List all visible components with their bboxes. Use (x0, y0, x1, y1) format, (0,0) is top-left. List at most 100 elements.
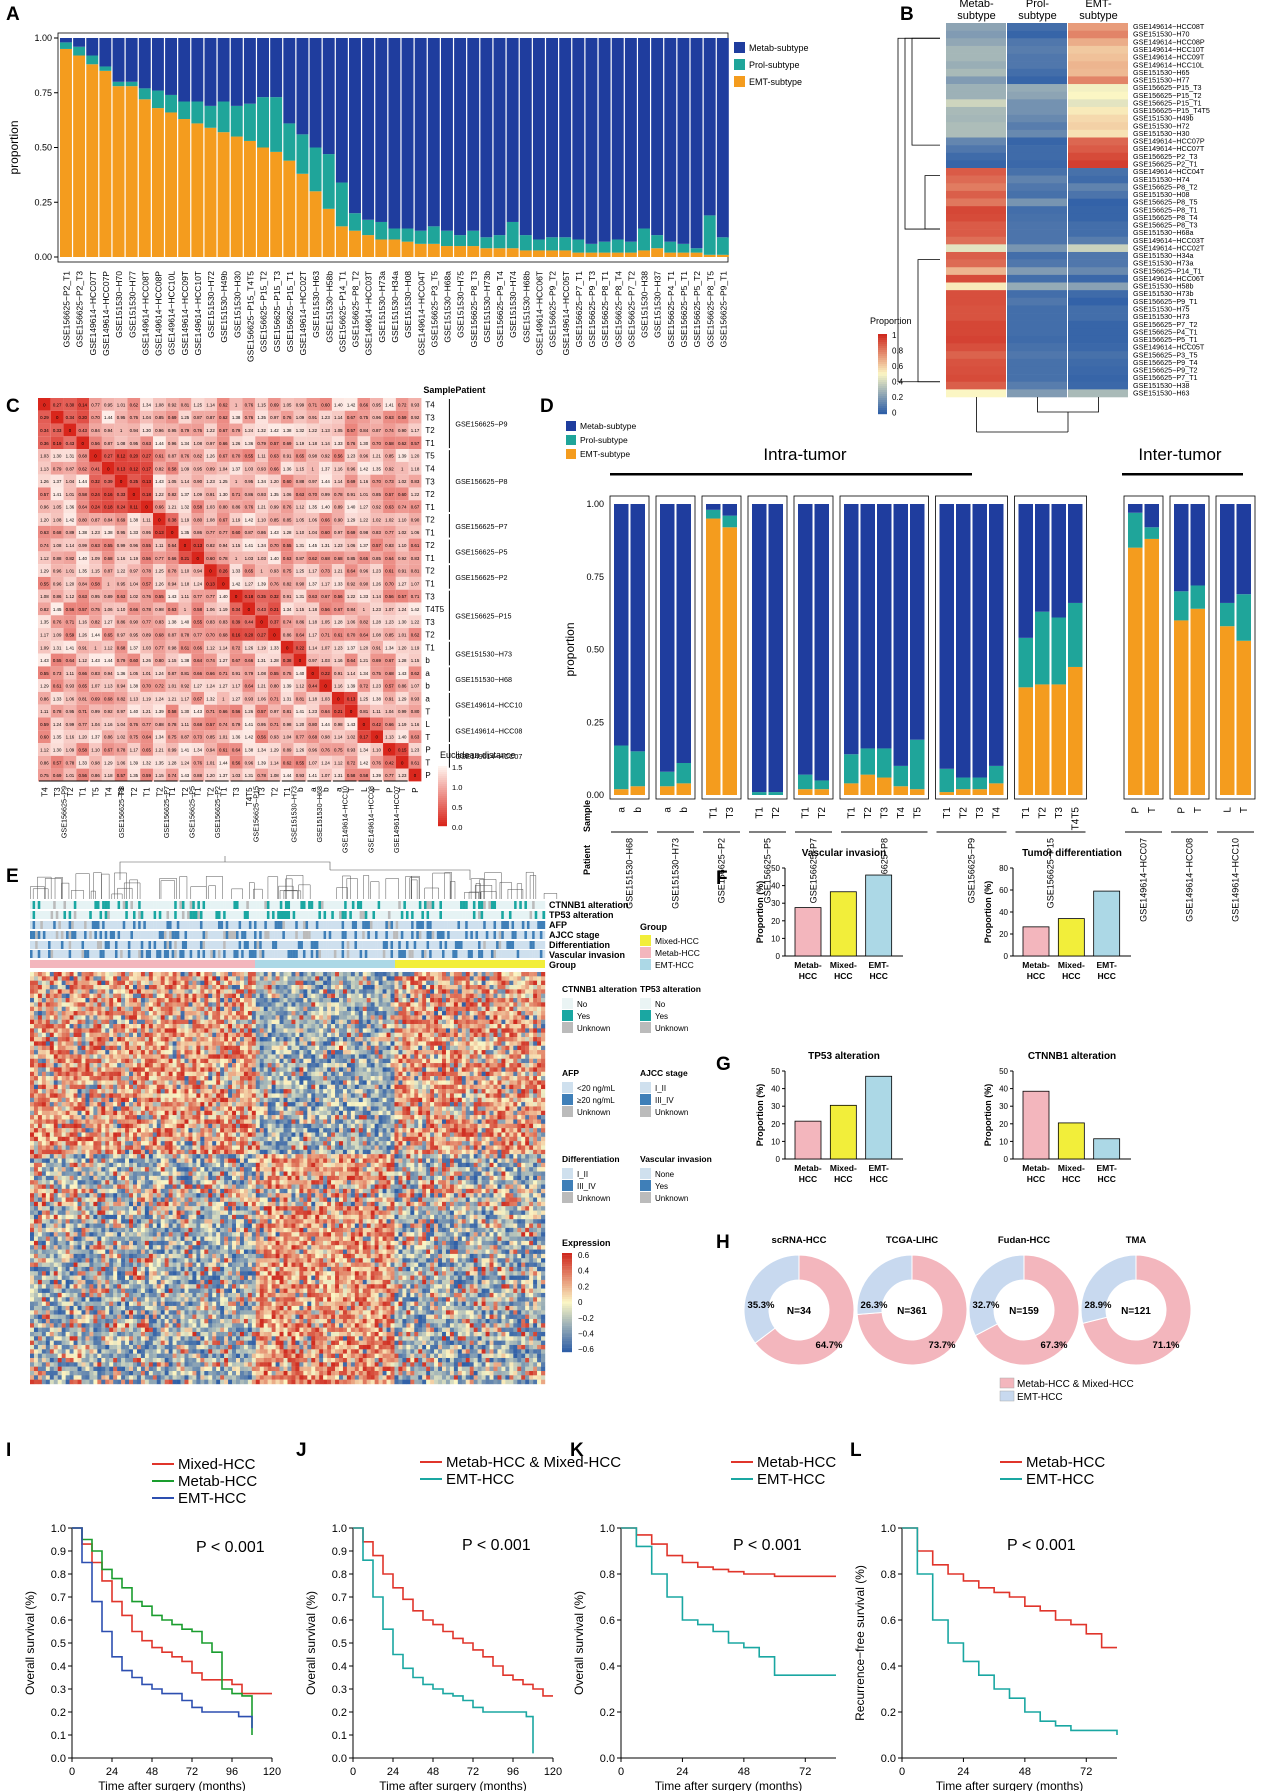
expression-cell-E (144, 1006, 150, 1012)
bar-A-EMT-subtype-10 (191, 123, 204, 257)
annotation-cell-E (45, 911, 49, 919)
heat-value-C: 0.96 (53, 581, 62, 586)
expression-cell-E (113, 985, 118, 990)
annotation-cell-E (264, 941, 268, 949)
expression-cell-E (144, 993, 150, 999)
annotation-cell-E (197, 941, 201, 949)
colorbar-C (438, 778, 447, 781)
expression-cell-E (457, 980, 463, 986)
heat-cell-C (216, 691, 230, 705)
bar-D-prol (676, 762, 691, 784)
heat-cell-C (268, 576, 281, 590)
heat-cell-B (946, 335, 1006, 344)
colorbar-B (878, 384, 887, 387)
heat-cell-C (255, 487, 269, 501)
expression-cell-E (453, 998, 459, 1003)
heat-cell-C (114, 551, 128, 565)
heat-cell-B (1007, 122, 1067, 131)
heat-cell-C (331, 436, 345, 450)
heat-cell-C (101, 691, 115, 705)
heat-cell-C (89, 602, 102, 616)
heat-value-C: 1.03 (321, 658, 330, 663)
heat-cell-C (165, 704, 179, 718)
row-sample-C: T3 (425, 477, 435, 486)
heat-value-C: 0.38 (168, 517, 177, 522)
colorbar-B (878, 408, 887, 411)
expression-cell-E (263, 998, 268, 1003)
heat-value-C: 1.14 (334, 479, 343, 484)
expression-cell-E (61, 1002, 66, 1007)
annotation-cell-E (251, 901, 255, 909)
heat-value-C: 1.04 (385, 709, 394, 714)
heat-value-C: 0.65 (360, 556, 369, 561)
heat-value-C: 1.39 (283, 684, 292, 689)
expression-cell-E (125, 1006, 130, 1012)
expression-cell-E (271, 976, 276, 981)
annotation-cell-E (230, 901, 234, 909)
expression-cell-E (473, 985, 478, 990)
annotation-cell-E (130, 921, 134, 929)
heat-value-C: 1.27 (398, 581, 407, 586)
annotation-cell-E (233, 941, 237, 949)
expression-cell-E (430, 972, 435, 977)
annotation-cell-E (256, 921, 260, 929)
expression-cell-E (311, 1006, 316, 1012)
heat-cell-C (280, 513, 294, 526)
heat-cell-C (127, 525, 141, 539)
expression-cell-E (370, 976, 375, 981)
annotation-cell-E (483, 941, 486, 949)
annotation-cell-E (313, 950, 317, 958)
annotation-cell-E (148, 911, 152, 919)
heat-cell-C (50, 628, 64, 641)
annotation-cell-E (537, 901, 541, 909)
annotation-cell-E (48, 950, 51, 958)
expression-cell-E (45, 1002, 51, 1007)
heat-cell-C (38, 704, 51, 718)
heat-cell-C (127, 704, 141, 718)
heat-value-C: 0.90 (334, 517, 343, 522)
expression-cell-E (33, 1006, 39, 1012)
annotation-cell-E (81, 901, 85, 909)
row-label-B: GSE149614−HCC05T (1133, 343, 1205, 352)
heat-value-C: 0.82 (155, 466, 164, 471)
heat-value-C: 1.38 (78, 530, 87, 535)
heat-cell-C (38, 538, 51, 552)
expression-cell-E (259, 1002, 264, 1007)
annotation-cell-E (233, 931, 237, 939)
heat-value-C: 0.68 (104, 556, 113, 561)
expression-cell-E (271, 972, 276, 977)
annotation-cell-E (166, 950, 170, 958)
expression-cell-E (243, 1006, 249, 1012)
annotation-cell-E (423, 901, 427, 909)
heat-value-C: 0.60 (283, 479, 292, 484)
expression-cell-E (350, 989, 356, 994)
heat-value-C: 1.24 (181, 760, 190, 765)
heat-value-C: 0.82 (66, 556, 75, 561)
expression-cell-E (513, 976, 518, 981)
heat-cell-C (229, 615, 243, 629)
row-label-B: GSE151530−H73b (1133, 289, 1194, 298)
expression-cell-E (125, 985, 130, 990)
expression-cell-E (445, 985, 451, 990)
annotation-cell-E (125, 901, 129, 909)
expression-cell-E (366, 1006, 371, 1012)
expression-cell-E (303, 1002, 308, 1007)
heat-cell-C (293, 691, 307, 705)
annotation-cell-E (274, 931, 278, 939)
heat-cell-C (268, 679, 281, 692)
expression-cell-E (327, 993, 332, 999)
expression-cell-E (61, 1006, 66, 1012)
xtick-D: T1 (846, 807, 857, 819)
expression-cell-E (521, 976, 526, 981)
heat-value-C: 0.13 (347, 696, 356, 701)
annotation-cell-E (248, 911, 252, 919)
heat-value-C: 0.81 (181, 671, 190, 676)
annotation-cell-E (274, 941, 278, 949)
expression-cell-E (156, 1006, 161, 1012)
heat-value-C: 0.88 (53, 556, 62, 561)
heat-value-C: 0.55 (53, 658, 62, 663)
annotation-cell-E (323, 931, 327, 939)
annotation-cell-E (287, 921, 291, 929)
xtick-D: T1 (708, 807, 719, 819)
annotation-cell-E (114, 950, 118, 958)
